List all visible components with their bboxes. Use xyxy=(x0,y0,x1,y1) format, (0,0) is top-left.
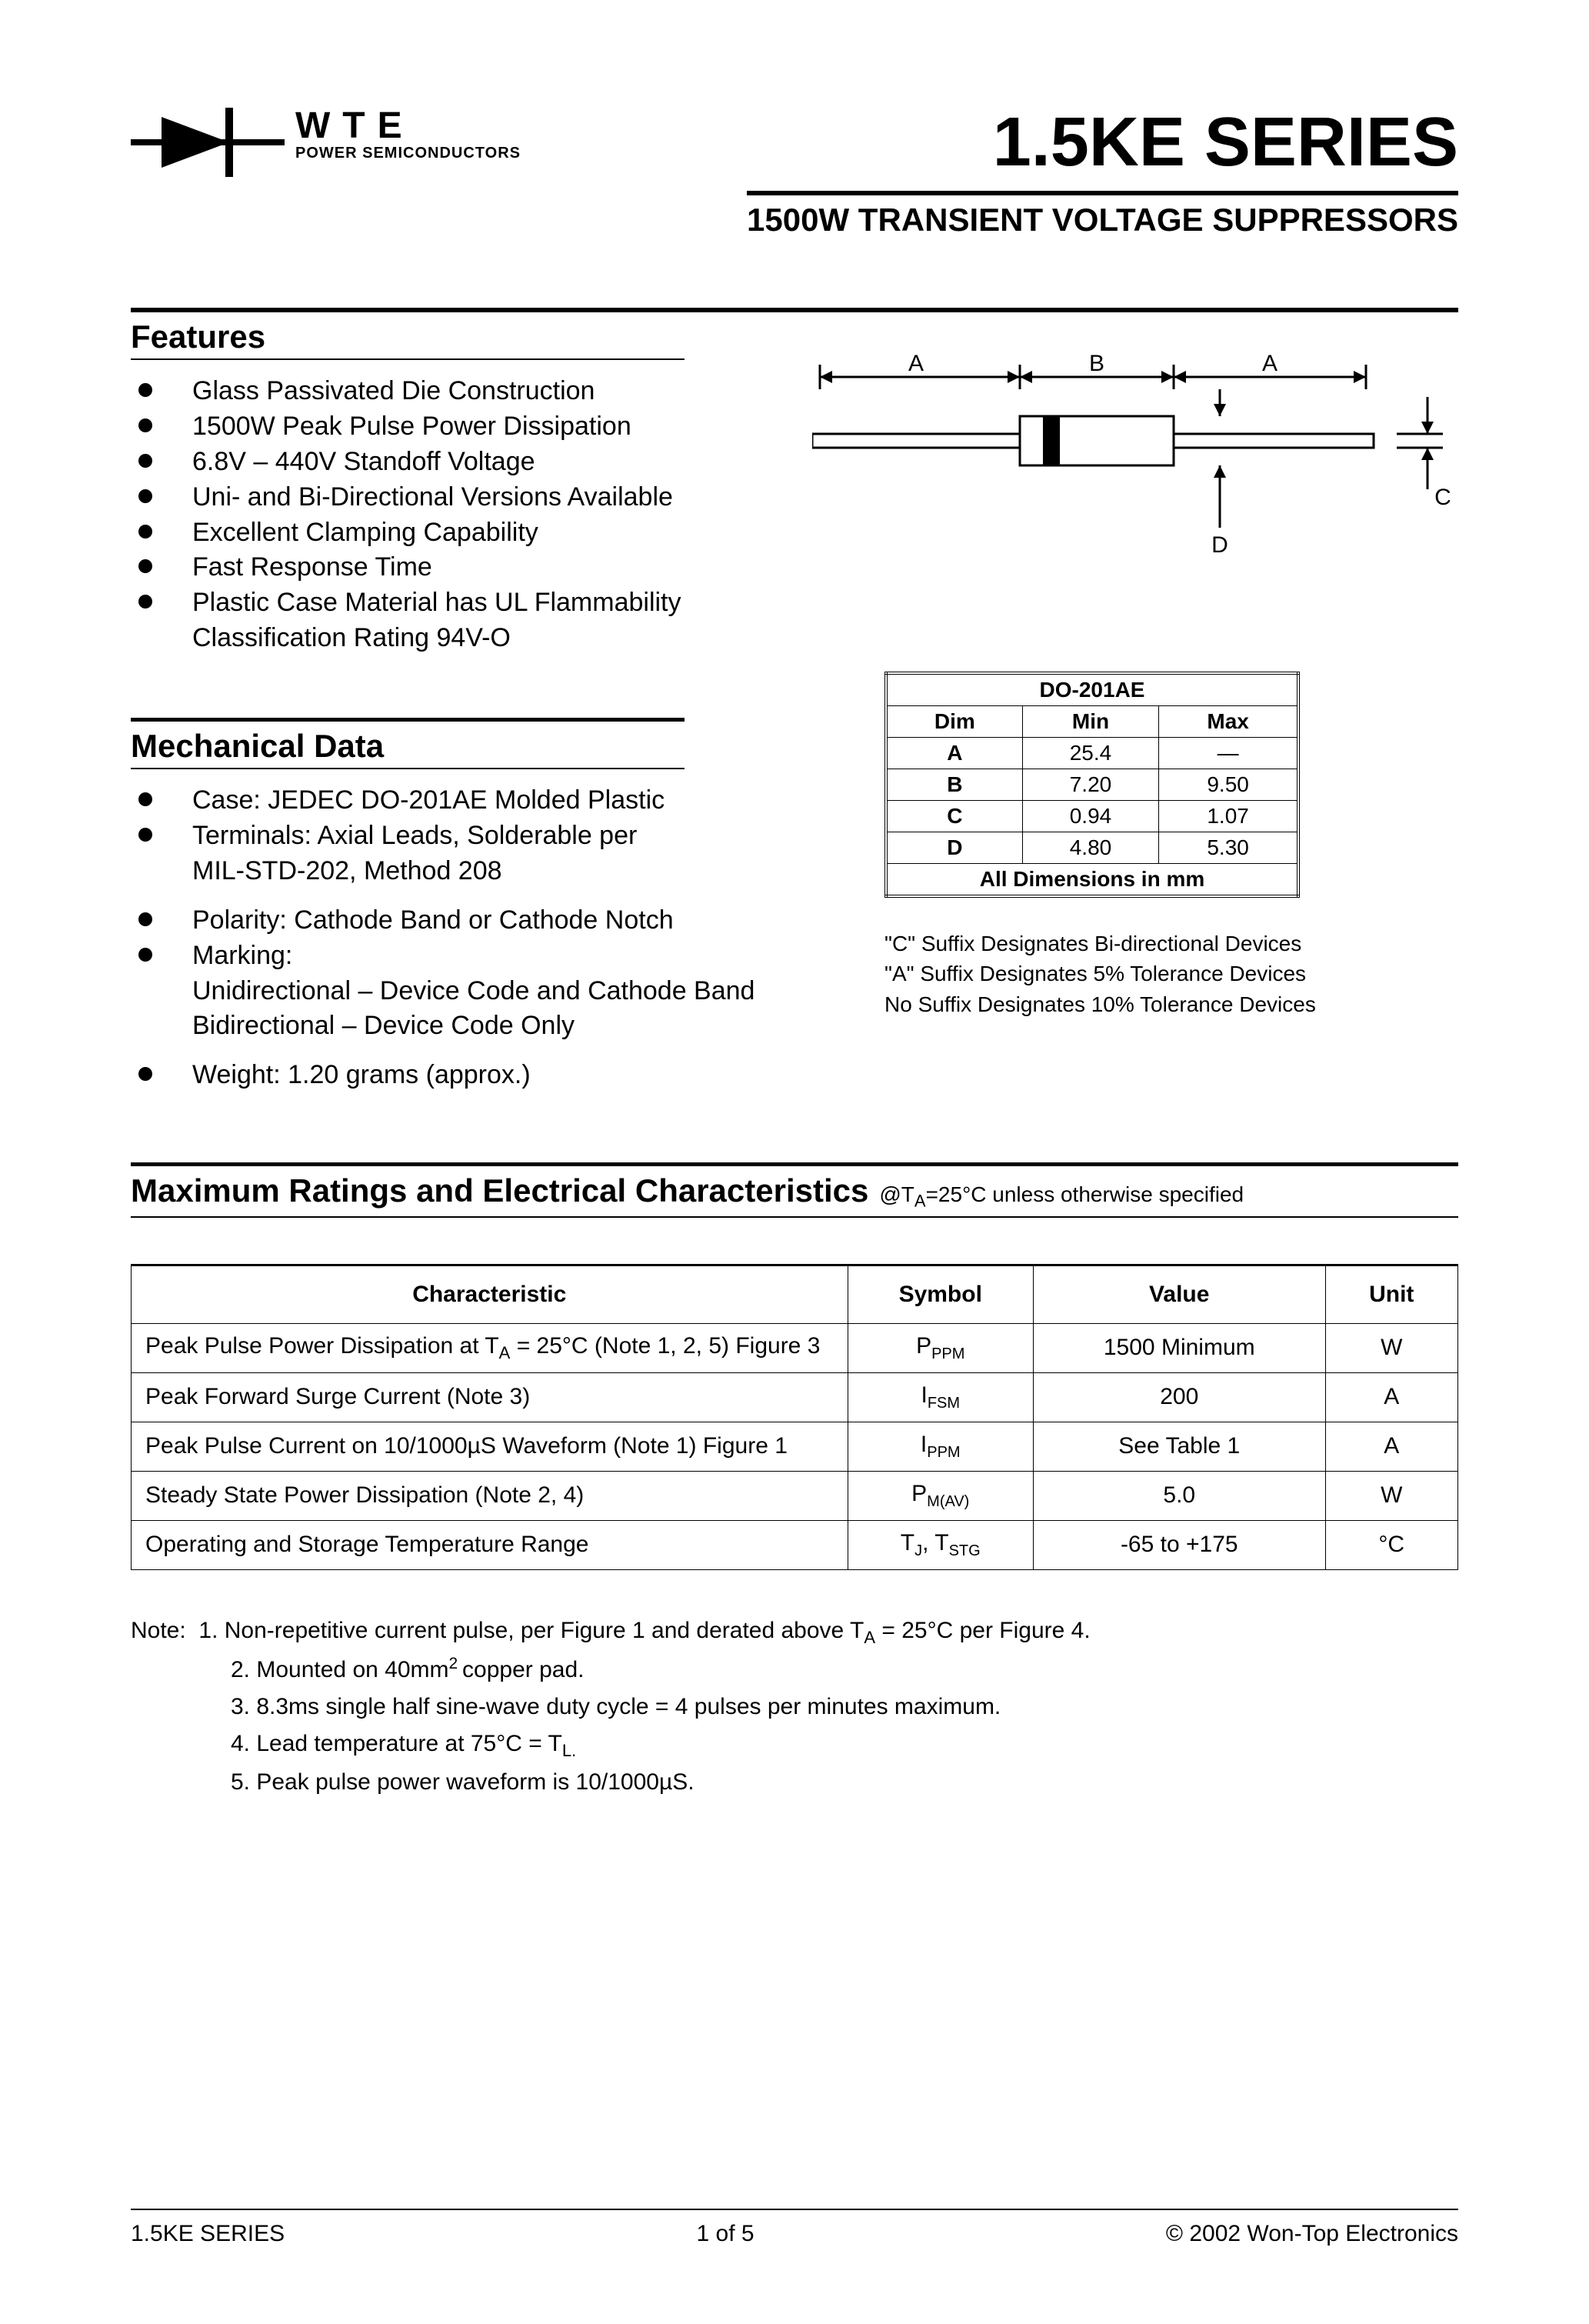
logo: WTE POWER SEMICONDUCTORS xyxy=(131,108,521,192)
table-row: Peak Pulse Power Dissipation at TA = 25°… xyxy=(132,1323,1458,1372)
ratings-condition: @TA=25°C unless otherwise specified xyxy=(879,1182,1244,1212)
note-line: Note: 1. Non-repetitive current pulse, p… xyxy=(131,1612,1458,1651)
note-line: 3. 8.3ms single half sine-wave duty cycl… xyxy=(131,1689,1458,1725)
suffix-note: "A" Suffix Designates 5% Tolerance Devic… xyxy=(884,959,1458,989)
dim-col: Max xyxy=(1159,706,1298,738)
ratings-val: -65 to +175 xyxy=(1034,1520,1326,1569)
table-row: B 7.20 9.50 xyxy=(886,769,1298,801)
feature-item: Excellent Clamping Capability xyxy=(138,515,735,551)
note-line: 5. Peak pulse power waveform is 10/1000µ… xyxy=(131,1764,1458,1801)
ratings-heading: Maximum Ratings and Electrical Character… xyxy=(131,1172,868,1209)
mech-item: Weight: 1.20 grams (approx.) xyxy=(138,1058,761,1093)
mech-item: Marking: xyxy=(138,939,761,974)
table-row: A 25.4 — xyxy=(886,738,1298,769)
logo-text-wte: WTE xyxy=(295,108,521,145)
dimension-table: DO-201AE Dim Min Max A 25.4 — B 7.20 9.5… xyxy=(884,672,1300,898)
package-outline-diagram: A B A C xyxy=(812,335,1458,566)
ratings-table: Characteristic Symbol Value Unit Peak Pu… xyxy=(131,1264,1458,1570)
diode-logo-icon xyxy=(131,108,285,192)
feature-item: Glass Passivated Die Construction xyxy=(138,374,735,409)
feature-item: 6.8V – 440V Standoff Voltage xyxy=(138,445,735,480)
ratings-unit: W xyxy=(1325,1323,1458,1372)
table-row: C 0.94 1.07 xyxy=(886,801,1298,832)
ratings-sym: IPPM xyxy=(848,1422,1034,1471)
suffix-notes: "C" Suffix Designates Bi-directional Dev… xyxy=(884,929,1458,1019)
logo-text-sub: POWER SEMICONDUCTORS xyxy=(295,145,521,162)
dim-table-footer: All Dimensions in mm xyxy=(886,864,1298,897)
dim-label-C: C xyxy=(1434,485,1451,510)
ratings-char: Peak Forward Surge Current (Note 3) xyxy=(132,1372,848,1422)
mechanical-list: Case: JEDEC DO-201AE Molded Plastic Term… xyxy=(131,783,761,854)
ratings-col: Unit xyxy=(1325,1265,1458,1323)
table-row: Steady State Power Dissipation (Note 2, … xyxy=(132,1471,1458,1520)
mech-item: Terminals: Axial Leads, Solderable per xyxy=(138,819,761,854)
dim-col: Min xyxy=(1022,706,1158,738)
ratings-sym: IFSM xyxy=(848,1372,1034,1422)
ratings-char: Operating and Storage Temperature Range xyxy=(132,1520,848,1569)
footer: 1.5KE SERIES 1 of 5 © 2002 Won-Top Elect… xyxy=(131,2209,1458,2247)
ratings-char: Peak Pulse Current on 10/1000µS Waveform… xyxy=(132,1422,848,1471)
header: WTE POWER SEMICONDUCTORS 1.5KE SERIES 15… xyxy=(131,108,1458,238)
ratings-unit: °C xyxy=(1325,1520,1458,1569)
table-row: Peak Pulse Current on 10/1000µS Waveform… xyxy=(132,1422,1458,1471)
dim-table-title: DO-201AE xyxy=(886,673,1298,706)
table-row: D 4.80 5.30 xyxy=(886,832,1298,864)
note-line: 4. Lead temperature at 75°C = TL. xyxy=(131,1725,1458,1764)
ratings-unit: W xyxy=(1325,1471,1458,1520)
note-line: 2. Mounted on 40mm2 copper pad. xyxy=(131,1651,1458,1689)
feature-item: Plastic Case Material has UL Flammabilit… xyxy=(138,585,735,656)
ratings-val: 200 xyxy=(1034,1372,1326,1422)
features-list: Glass Passivated Die Construction 1500W … xyxy=(131,374,735,656)
ratings-val: See Table 1 xyxy=(1034,1422,1326,1471)
ratings-val: 1500 Minimum xyxy=(1034,1323,1326,1372)
feature-item: 1500W Peak Pulse Power Dissipation xyxy=(138,409,735,445)
footer-right: © 2002 Won-Top Electronics xyxy=(1166,2221,1458,2247)
dim-label-A2: A xyxy=(1262,351,1278,376)
feature-item: Fast Response Time xyxy=(138,550,735,585)
mech-item: Case: JEDEC DO-201AE Molded Plastic xyxy=(138,783,761,819)
features-heading: Features xyxy=(131,318,265,355)
page-title: 1.5KE SERIES xyxy=(747,108,1458,177)
ratings-unit: A xyxy=(1325,1372,1458,1422)
notes: Note: 1. Non-repetitive current pulse, p… xyxy=(131,1612,1458,1801)
table-row: Peak Forward Surge Current (Note 3) IFSM… xyxy=(132,1372,1458,1422)
dim-label-A: A xyxy=(908,351,924,376)
ratings-char: Steady State Power Dissipation (Note 2, … xyxy=(132,1471,848,1520)
title-block: 1.5KE SERIES 1500W TRANSIENT VOLTAGE SUP… xyxy=(747,108,1458,238)
ratings-sym: PM(AV) xyxy=(848,1471,1034,1520)
mech-item-sub: MIL-STD-202, Method 208 xyxy=(131,854,761,889)
table-row: Operating and Storage Temperature Range … xyxy=(132,1520,1458,1569)
feature-item: Uni- and Bi-Directional Versions Availab… xyxy=(138,480,735,515)
mech-item-sub: Unidirectional – Device Code and Cathode… xyxy=(131,974,761,1009)
dim-label-B: B xyxy=(1089,351,1104,376)
ratings-unit: A xyxy=(1325,1422,1458,1471)
page-subtitle: 1500W TRANSIENT VOLTAGE SUPPRESSORS xyxy=(747,202,1458,238)
mech-item-sub: Bidirectional – Device Code Only xyxy=(131,1009,761,1044)
ratings-val: 5.0 xyxy=(1034,1471,1326,1520)
dim-label-D: D xyxy=(1211,532,1228,558)
mechanical-heading: Mechanical Data xyxy=(131,728,384,764)
ratings-char: Peak Pulse Power Dissipation at TA = 25°… xyxy=(132,1323,848,1372)
dim-col: Dim xyxy=(886,706,1022,738)
mech-item: Polarity: Cathode Band or Cathode Notch xyxy=(138,903,761,939)
suffix-note: "C" Suffix Designates Bi-directional Dev… xyxy=(884,929,1458,959)
ratings-col: Symbol xyxy=(848,1265,1034,1323)
ratings-col: Value xyxy=(1034,1265,1326,1323)
footer-left: 1.5KE SERIES xyxy=(131,2221,285,2247)
ratings-sym: TJ, TSTG xyxy=(848,1520,1034,1569)
ratings-col: Characteristic xyxy=(132,1265,848,1323)
footer-center: 1 of 5 xyxy=(696,2221,754,2247)
ratings-sym: PPPM xyxy=(848,1323,1034,1372)
suffix-note: No Suffix Designates 10% Tolerance Devic… xyxy=(884,989,1458,1019)
